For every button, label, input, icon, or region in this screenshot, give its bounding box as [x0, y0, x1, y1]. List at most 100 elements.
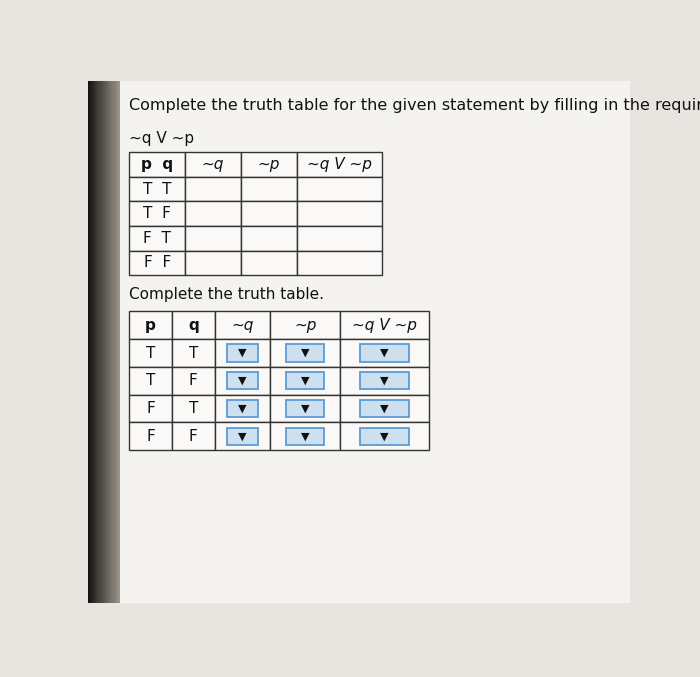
FancyBboxPatch shape	[360, 345, 409, 362]
Text: F: F	[189, 373, 197, 389]
FancyBboxPatch shape	[360, 400, 409, 417]
Bar	[340, 339, 429, 367]
Text: T: T	[188, 345, 198, 361]
Bar	[104, 81, 105, 603]
Text: ~q: ~q	[231, 318, 253, 333]
FancyBboxPatch shape	[360, 428, 409, 445]
Bar	[241, 177, 297, 201]
Bar	[241, 201, 297, 226]
Bar	[215, 311, 270, 339]
Bar	[270, 422, 340, 450]
Text: T: T	[146, 345, 155, 361]
FancyBboxPatch shape	[360, 372, 409, 389]
Bar	[215, 367, 270, 395]
Bar	[103, 81, 104, 603]
Bar	[107, 81, 108, 603]
Text: ▼: ▼	[238, 348, 246, 358]
Bar	[111, 81, 113, 603]
Text: F  T: F T	[144, 231, 172, 246]
FancyBboxPatch shape	[228, 400, 258, 417]
Bar	[297, 201, 382, 226]
Text: ▼: ▼	[301, 348, 309, 358]
Text: Complete the truth table.: Complete the truth table.	[130, 287, 324, 302]
Text: F: F	[146, 429, 155, 443]
Bar	[270, 395, 340, 422]
Bar	[270, 367, 340, 395]
Bar	[130, 152, 185, 177]
Bar	[92, 81, 93, 603]
Bar	[116, 81, 117, 603]
Text: ▼: ▼	[301, 403, 309, 414]
Bar	[215, 339, 270, 367]
Bar	[98, 81, 99, 603]
Bar	[101, 81, 102, 603]
Text: T  F: T F	[144, 206, 172, 221]
Text: Complete the truth table for the given statement by filling in the required colu: Complete the truth table for the given s…	[130, 98, 700, 113]
Text: T: T	[146, 373, 155, 389]
Bar	[215, 395, 270, 422]
FancyBboxPatch shape	[286, 428, 325, 445]
Bar	[97, 81, 98, 603]
Bar	[119, 81, 120, 603]
Text: ~q V ~p: ~q V ~p	[130, 131, 195, 146]
Bar	[94, 81, 95, 603]
FancyBboxPatch shape	[228, 345, 258, 362]
Bar	[130, 311, 172, 339]
Bar	[96, 81, 97, 603]
Bar	[109, 81, 111, 603]
Text: ~q V ~p: ~q V ~p	[352, 318, 417, 333]
Text: ▼: ▼	[238, 376, 246, 386]
Text: ▼: ▼	[381, 376, 389, 386]
Bar	[89, 81, 90, 603]
Bar	[340, 367, 429, 395]
Bar	[185, 152, 241, 177]
Bar	[270, 311, 340, 339]
Bar	[102, 81, 103, 603]
Bar	[340, 311, 429, 339]
Bar	[172, 422, 215, 450]
Bar	[297, 177, 382, 201]
Bar	[172, 395, 215, 422]
Bar	[297, 226, 382, 250]
Text: p: p	[145, 318, 156, 333]
FancyBboxPatch shape	[286, 372, 325, 389]
Text: ▼: ▼	[381, 403, 389, 414]
Text: q: q	[188, 318, 199, 333]
Text: ▼: ▼	[381, 431, 389, 441]
FancyBboxPatch shape	[228, 428, 258, 445]
Bar	[130, 395, 172, 422]
Bar	[241, 226, 297, 250]
Text: ~p: ~p	[294, 318, 316, 333]
Bar	[241, 152, 297, 177]
Bar	[130, 201, 185, 226]
Bar	[91, 81, 92, 603]
Text: T: T	[188, 401, 198, 416]
Bar	[172, 339, 215, 367]
Bar	[241, 250, 297, 276]
Bar	[88, 81, 89, 603]
Bar	[90, 81, 91, 603]
Bar	[185, 177, 241, 201]
Bar	[106, 81, 107, 603]
Bar	[105, 81, 106, 603]
Bar	[270, 339, 340, 367]
Bar	[185, 201, 241, 226]
FancyBboxPatch shape	[286, 345, 325, 362]
Text: ~q: ~q	[202, 157, 224, 172]
Text: F  F: F F	[144, 255, 171, 270]
Bar	[95, 81, 96, 603]
Bar	[130, 367, 172, 395]
Bar	[297, 250, 382, 276]
Bar	[172, 311, 215, 339]
FancyBboxPatch shape	[228, 372, 258, 389]
Bar	[172, 367, 215, 395]
Bar	[185, 250, 241, 276]
Text: F: F	[189, 429, 197, 443]
Bar	[340, 395, 429, 422]
Text: ~p: ~p	[258, 157, 280, 172]
Bar	[113, 81, 115, 603]
Text: T  T: T T	[143, 181, 172, 196]
Bar	[130, 226, 185, 250]
Bar	[115, 81, 116, 603]
Bar	[130, 250, 185, 276]
